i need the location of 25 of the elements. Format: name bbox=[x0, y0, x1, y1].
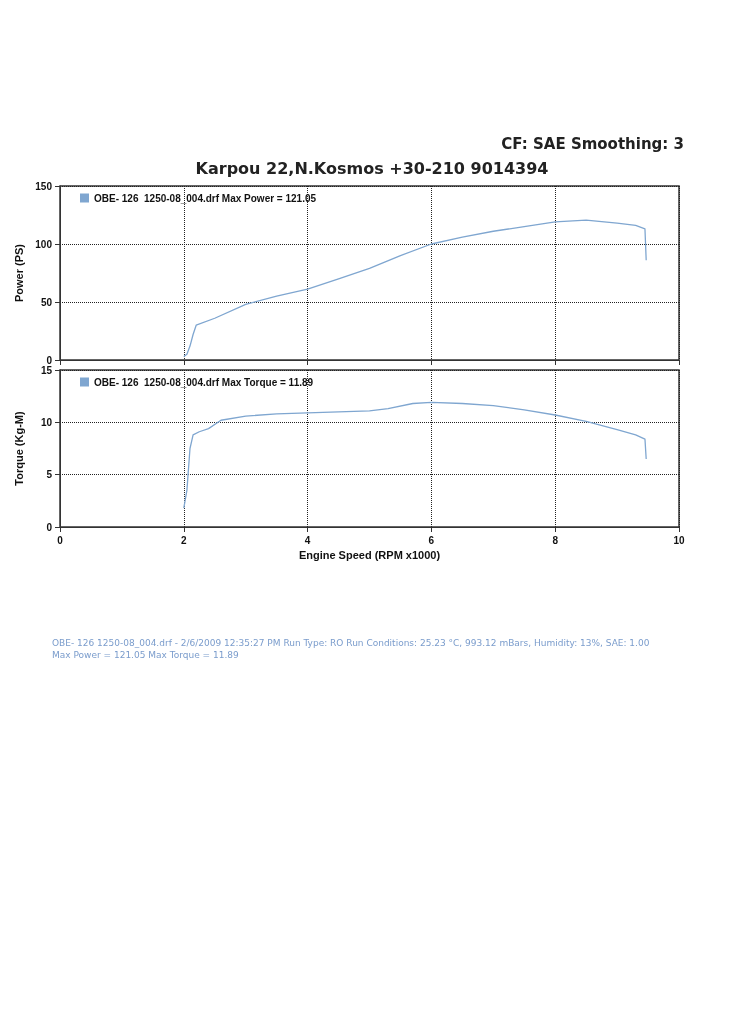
y-tick-label: 5 bbox=[46, 469, 53, 481]
y-tick-label: 10 bbox=[40, 416, 53, 428]
legend-label: OBE- 126 1250-08_004.drf Max Torque = 11.89 bbox=[94, 376, 314, 388]
chart-subtitle: Karpou 22,N.Kosmos +30-210 9014394 bbox=[194, 159, 550, 178]
legend-label: OBE- 126 1250-08_004.drf Max Power = 121.05 bbox=[94, 192, 317, 204]
y-axis-title: Power (PS) bbox=[12, 243, 25, 303]
x-tick-label: 4 bbox=[304, 534, 311, 546]
line-series bbox=[183, 401, 647, 509]
x-tick-label: 0 bbox=[57, 534, 64, 546]
text: Max Power = 121.05 Max Torque = 11.89 bbox=[52, 649, 240, 661]
x-tick-label: 8 bbox=[552, 534, 559, 546]
chart-title: CF: SAE Smoothing: 3 bbox=[500, 135, 685, 153]
y-tick-label: 0 bbox=[46, 354, 53, 366]
y-tick-label: 0 bbox=[46, 521, 53, 533]
y-tick-label: 150 bbox=[35, 180, 53, 192]
x-tick-label: 2 bbox=[181, 534, 188, 546]
y-tick-label: 15 bbox=[40, 364, 53, 376]
x-tick-label: 10 bbox=[673, 534, 685, 546]
x-axis-title: Engine Speed (RPM x1000) bbox=[298, 549, 441, 562]
y-tick-label: 100 bbox=[35, 238, 53, 250]
text: OBE- 126 1250-08_004.drf - 2/6/2009 12:35:27 PM Run Type: RO Run Conditions: 25.23 °C, 993.12 mBars, Humidity: 13%, SAE: 1.00 bbox=[52, 637, 651, 649]
x-tick-label: 6 bbox=[428, 534, 435, 546]
line-series bbox=[183, 219, 647, 358]
y-axis-title: Torque (Kg-M) bbox=[12, 411, 25, 486]
y-tick-label: 50 bbox=[40, 296, 53, 308]
